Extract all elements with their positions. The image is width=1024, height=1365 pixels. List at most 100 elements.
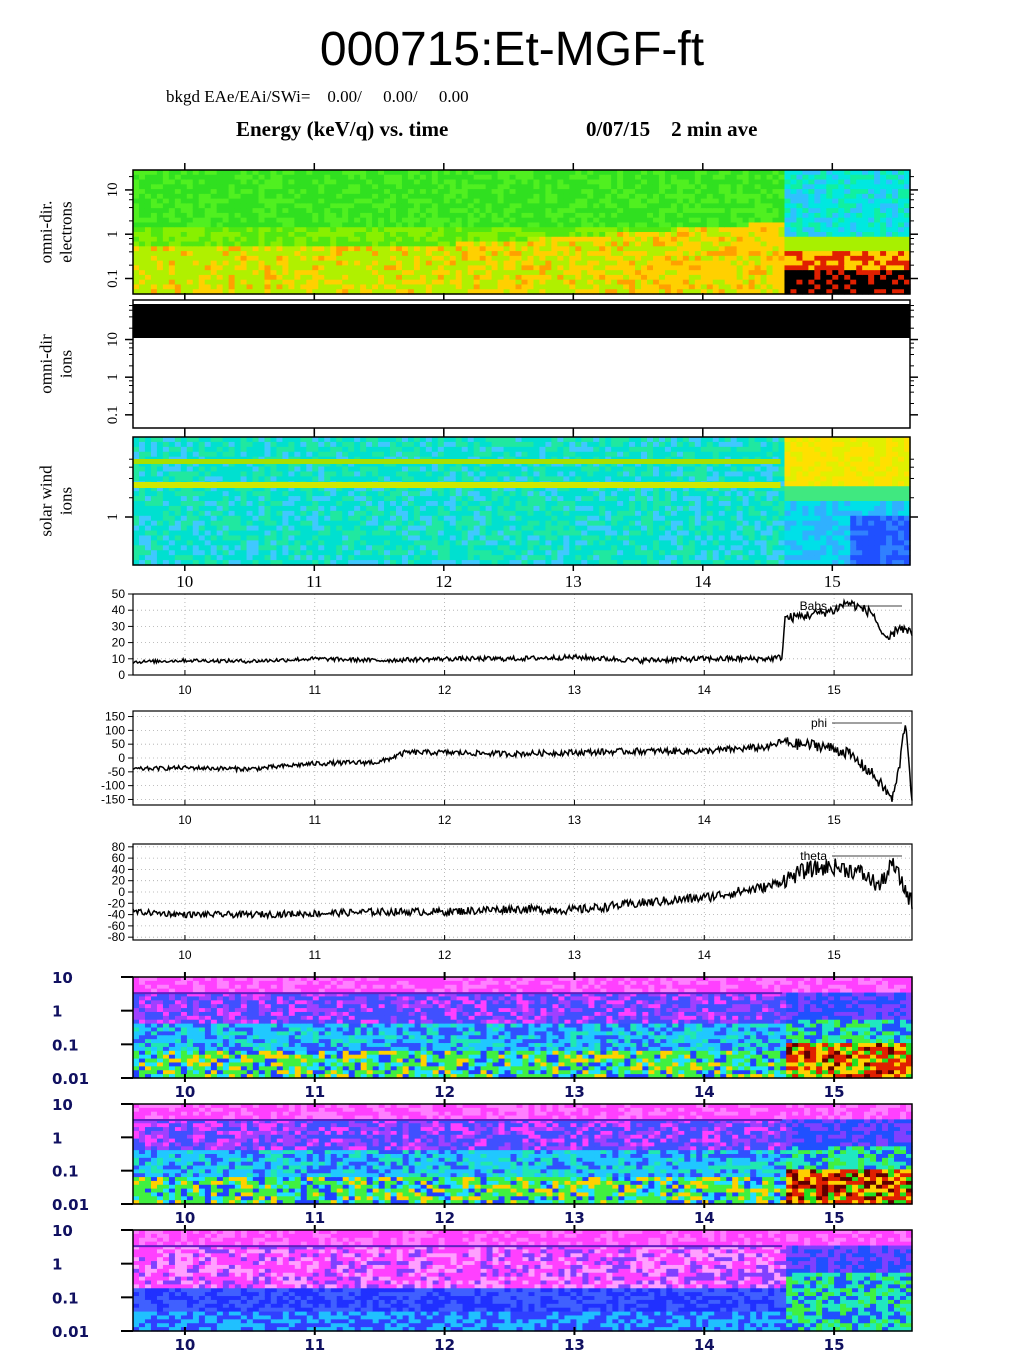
spectrogram-cell [348,232,355,238]
spectrogram-cell [342,260,349,266]
spectrogram-cell [372,451,379,458]
spectrogram-cell [336,265,343,271]
spectrogram-cell [186,241,194,247]
spectrogram-cell [144,555,152,561]
spectrogram-cell [760,198,768,204]
spectrogram-cell [892,241,899,247]
spectrogram-cell [210,466,218,473]
spectrogram-cell [336,501,343,507]
spectrogram-cell [515,203,523,209]
spectrogram-cell [240,184,248,190]
spectrogram-cell [748,208,756,214]
spectrogram-cell [575,232,582,238]
spectrogram-cell [288,270,295,276]
spectrogram-cell [497,170,505,176]
spectrogram-cell [419,437,427,443]
spectrogram-cell [282,193,289,200]
spectrogram-cell [234,279,242,286]
spectrogram-cell [904,212,911,219]
spectrogram-cell [700,284,708,290]
spectrogram-cell [276,540,284,546]
spectrogram-cell [300,471,307,477]
spectrogram-cell [312,520,319,527]
spectrogram-cell [192,198,200,204]
spectrogram-cell [264,284,272,290]
spectrogram-cell [186,441,194,448]
spectrogram-cell [312,270,319,276]
spectrogram-cell [784,222,792,228]
spectrogram-cell [425,560,433,566]
spectrogram-cell [366,510,373,517]
spectrogram-cell [832,174,839,181]
spectrogram-cell [635,189,642,195]
spectrogram-cell [766,174,774,181]
spectrogram-cell [192,189,200,195]
spectrogram-cell [623,174,630,181]
spectrogram-cell [312,236,319,243]
spectrogram-cell [694,227,702,233]
spectrogram-cell [479,251,487,257]
spectrogram-cell [623,184,630,190]
spectrogram-cell [784,255,792,262]
spectrogram-cell [880,189,887,195]
spectrogram-cell [186,265,194,271]
spectrogram-cell [348,212,355,219]
spectrogram-cell [527,274,535,281]
spectrogram-cell [162,236,170,243]
spectrogram-cell [246,251,254,257]
spectrogram-cell [778,279,786,286]
spectrogram-cell [748,189,756,195]
spectrogram-cell [366,222,373,228]
spectrogram-cell [718,274,726,281]
spectrogram-cell [138,246,146,252]
spectrogram-cell [240,476,248,482]
spectrogram-cell [581,208,588,214]
spectrogram-cell [246,550,254,556]
spectrogram-cell [288,501,295,507]
spectrogram-cell [288,471,295,477]
spectrogram-cell [336,486,343,492]
spectrogram-cell [252,265,260,271]
spectrogram-cell [778,193,786,200]
spectrogram-cell [461,198,469,204]
spectrogram-cell [318,232,325,238]
spectrogram-cell [390,208,397,214]
spectrogram-cell [390,491,397,497]
spectrogram-cell [527,179,535,185]
spectrogram-cell [288,515,295,522]
spectrogram-cell [204,279,212,286]
spectrogram-cell [204,550,212,556]
spectrogram-cell [581,184,588,190]
spectrogram-cell [449,446,457,453]
spectrogram-cell [324,515,331,522]
spectrogram-cell [874,289,881,295]
spectrogram-cell [467,451,475,458]
spectrogram-cell [892,174,899,181]
spectrogram-cell [527,289,535,295]
spectrogram-cell [228,270,236,276]
spectrogram-cell [276,255,284,262]
spectrogram-cell [718,246,726,252]
spectrogram-cell [443,222,451,228]
spectrogram-cell [180,540,188,546]
spectrogram-cell [599,222,606,228]
spectrogram-cell [676,279,684,286]
spectrogram-cell [360,208,367,214]
spectrogram-cell [210,241,218,247]
spectrogram-cell [569,274,576,281]
spectrogram-cell [407,555,415,561]
spectrogram-cell [222,265,230,271]
spectrogram-cell [820,174,827,181]
spectrogram-cell [318,515,325,522]
spectrogram-cell [258,555,266,561]
spectrogram-cell [611,284,618,290]
spectrogram-cell [760,265,768,271]
spectrogram-cell [724,246,732,252]
spectrogram-cell [778,270,786,276]
spectrogram-cell [527,279,535,286]
spectrogram-cell [712,222,720,228]
spectrogram-cell [419,461,427,468]
spectrogram-cell [312,174,319,181]
spectrogram-cell [138,550,146,556]
spectrogram-cell [611,227,618,233]
